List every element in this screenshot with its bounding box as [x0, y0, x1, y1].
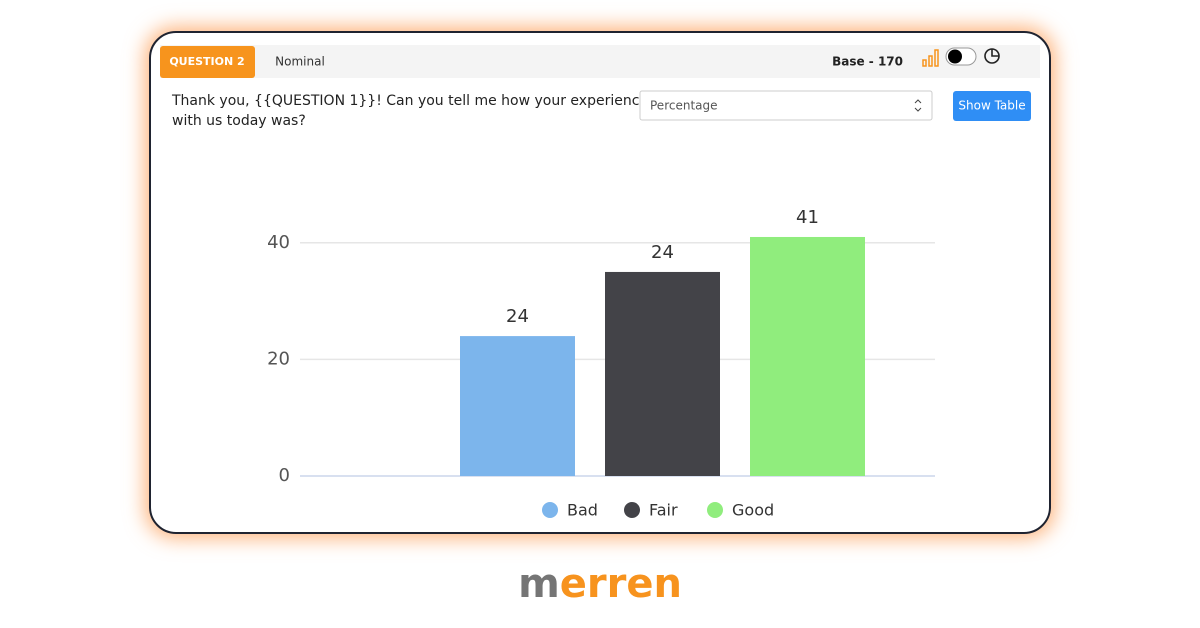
select-value[interactable]: Percentage [650, 99, 718, 113]
y-tick-label: 20 [267, 348, 290, 369]
legend-swatch [542, 502, 558, 518]
active-tab[interactable] [160, 46, 255, 78]
data-label: 24 [651, 242, 674, 263]
tab-bar [160, 45, 1040, 78]
question-line: Thank you, {{QUESTION 1}}! Can you tell … [171, 93, 648, 109]
base-label: Base - 170 [832, 55, 903, 69]
bar [605, 271, 720, 476]
legend-label: Bad [567, 501, 598, 520]
question-line: with us today was? [172, 113, 306, 129]
legend-label: Good [732, 501, 774, 520]
y-tick-label: 0 [279, 465, 290, 486]
legend-swatch [624, 502, 640, 518]
bar-icon[interactable] [922, 49, 939, 67]
bar [750, 236, 865, 476]
chart: 0 20 40 24 24 41 Bad Fair Good [267, 207, 935, 520]
pie-icon[interactable] [984, 48, 1000, 64]
button-label[interactable]: Show Table [958, 99, 1025, 113]
legend-swatch [707, 502, 723, 518]
logo: merren [518, 561, 682, 607]
tab-label[interactable]: QUESTION 2 [169, 55, 244, 68]
bar [460, 336, 575, 476]
data-label: 41 [796, 207, 819, 228]
legend-label: Fair [649, 501, 678, 520]
select[interactable] [639, 90, 933, 121]
tab-label[interactable]: Nominal [275, 55, 325, 69]
select-arrows[interactable] [914, 99, 922, 112]
button[interactable] [953, 91, 1031, 121]
data-label: 24 [506, 306, 529, 327]
toggle-knob[interactable] [948, 49, 962, 64]
y-tick-label: 40 [267, 232, 290, 253]
